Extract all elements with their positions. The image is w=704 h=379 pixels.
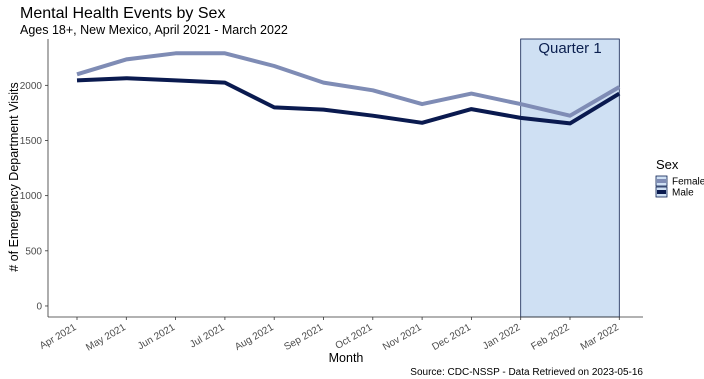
highlight-label: Quarter 1 <box>538 40 601 57</box>
x-tick-label: Feb 2022 <box>529 322 571 353</box>
legend-label-female: Female <box>672 177 704 188</box>
x-tick-label: Aug 2021 <box>233 322 276 353</box>
series-line-female <box>76 51 621 118</box>
y-tick-label: 500 <box>25 246 42 257</box>
x-tick-label: May 2021 <box>84 322 128 354</box>
y-tick-label: 0 <box>36 301 42 312</box>
x-tick-label: Dec 2021 <box>430 322 473 353</box>
y-axis-title: # of Emergency Department Visits <box>7 82 21 271</box>
y-tick-label: 1500 <box>20 136 43 147</box>
chart-title: Mental Health Events by Sex <box>20 5 225 22</box>
x-tick-label: Oct 2021 <box>334 322 375 352</box>
x-tick-label: Mar 2022 <box>579 322 621 353</box>
legend-label-male: Male <box>672 188 694 199</box>
chart-subtitle: Ages 18+, New Mexico, April 2021 - March… <box>20 23 288 37</box>
series-line-male <box>76 76 621 126</box>
plot-area: Quarter 1 0 500 1000 1500 2000 Apr 2021 May 202… <box>20 38 643 354</box>
x-axis-title: Month <box>329 351 364 365</box>
legend-title: Sex <box>656 157 679 172</box>
x-tick-label: Nov 2021 <box>381 322 424 353</box>
x-tick-label: Jul 2021 <box>188 322 227 351</box>
x-tick-label: Sep 2021 <box>282 322 325 353</box>
y-tick-label: 2000 <box>20 81 43 92</box>
x-tick-label: Jun 2021 <box>136 322 178 352</box>
highlight-region <box>520 38 620 318</box>
x-tick-label: Jan 2022 <box>481 322 523 352</box>
y-tick-label: 1000 <box>20 191 43 202</box>
x-tick-label: Apr 2021 <box>38 322 79 352</box>
chart-caption: Source: CDC-NSSP - Data Retrieved on 202… <box>410 367 643 378</box>
